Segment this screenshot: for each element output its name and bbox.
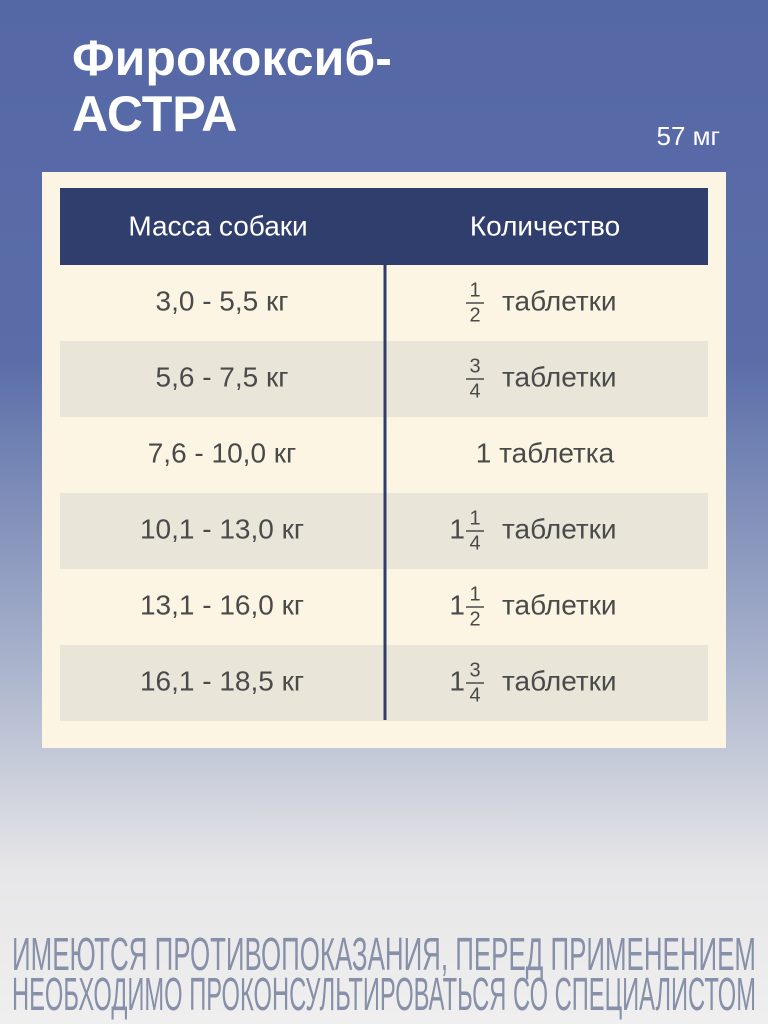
mass-cell: 13,1 - 16,0 кг	[140, 589, 304, 620]
quantity-whole: 1	[449, 513, 465, 544]
fraction-num: 3	[469, 659, 480, 681]
fraction-den: 4	[469, 532, 480, 554]
quantity-unit: таблетки	[502, 513, 617, 544]
mass-cell: 7,6 - 10,0 кг	[148, 437, 297, 468]
quantity-unit: таблетки	[502, 361, 617, 392]
quantity-whole: 1	[449, 589, 465, 620]
quantity-unit: таблетки	[502, 665, 617, 696]
fraction-num: 1	[469, 583, 480, 605]
mass-cell: 16,1 - 18,5 кг	[140, 665, 304, 696]
title: Фирококсиб-	[72, 30, 392, 86]
fraction-num: 1	[469, 507, 480, 529]
title: АСТРА	[72, 86, 237, 142]
fraction-den: 4	[469, 684, 480, 706]
fraction-den: 2	[469, 608, 480, 630]
fraction-num: 3	[469, 355, 480, 377]
quantity-unit: таблетки	[502, 285, 617, 316]
quantity-cell: 1 таблетка	[476, 437, 615, 468]
quantity-unit: таблетки	[502, 589, 617, 620]
header-cell: Масса собаки	[128, 210, 307, 241]
header-cell: Количество	[470, 210, 620, 241]
fraction-den: 2	[469, 304, 480, 326]
mass-cell: 5,6 - 7,5 кг	[156, 361, 289, 392]
dose: 57 мг	[656, 121, 720, 151]
mass-cell: 10,1 - 13,0 кг	[140, 513, 304, 544]
fraction-num: 1	[469, 279, 480, 301]
footer-text: НЕОБХОДИМО ПРОКОНСУЛЬТИРОВАТЬСЯ СО СПЕЦИ…	[12, 968, 756, 1020]
footer-text: ИМЕЮТСЯ ПРОТИВОПОКАЗАНИЯ, ПЕРЕД ПРИМЕНЕН…	[12, 928, 756, 980]
fraction-den: 4	[469, 380, 480, 402]
mass-cell: 3,0 - 5,5 кг	[156, 285, 289, 316]
quantity-whole: 1	[449, 665, 465, 696]
